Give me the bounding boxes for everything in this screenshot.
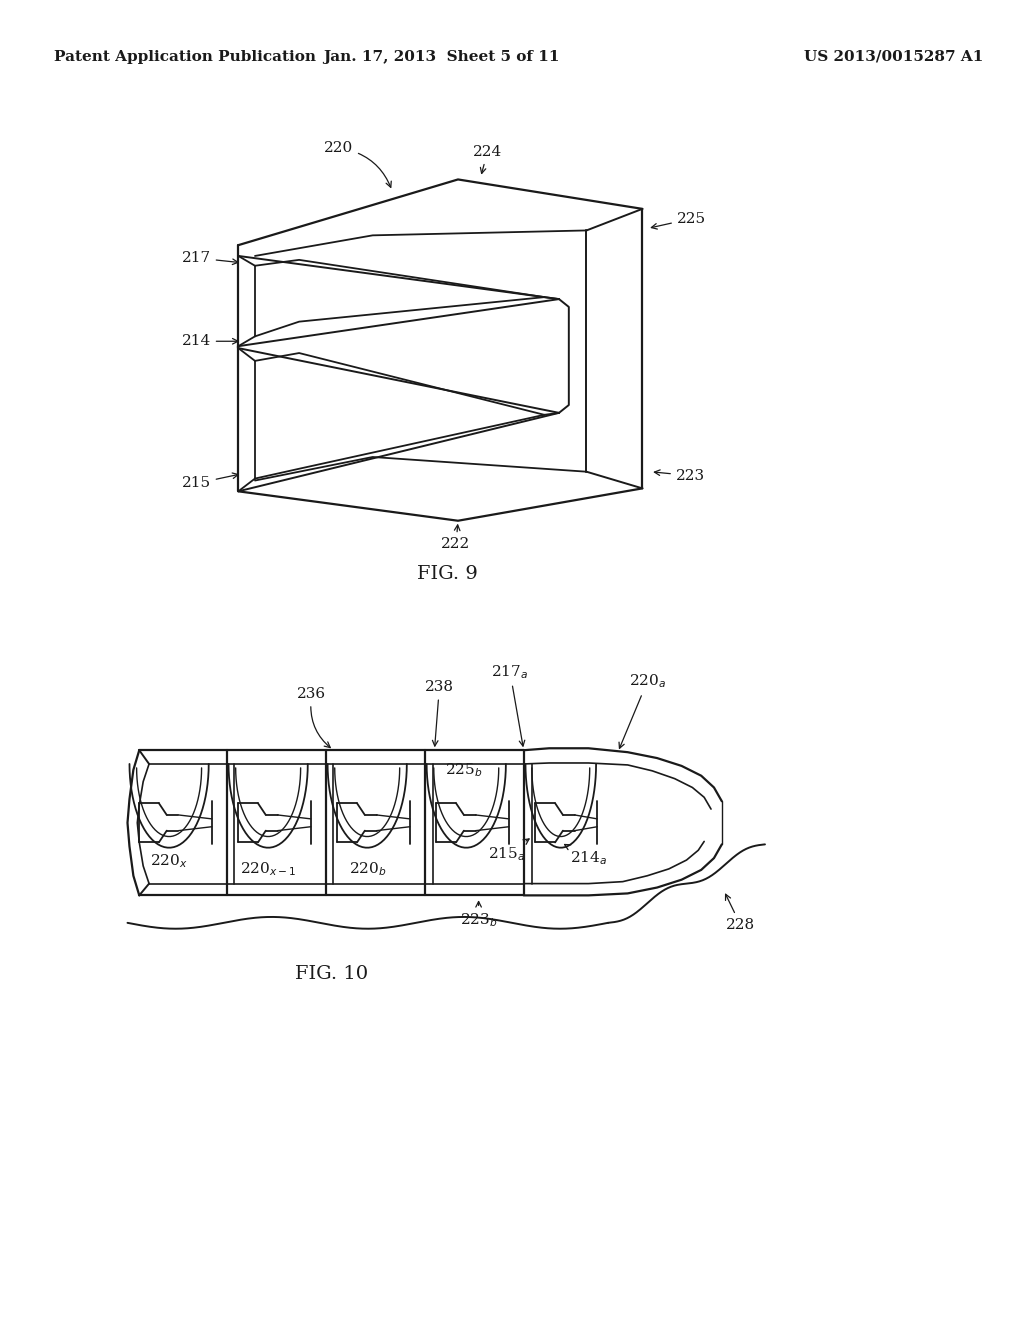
Text: 223$_b$: 223$_b$ (460, 902, 498, 929)
Text: 217: 217 (181, 251, 239, 265)
Text: 224: 224 (473, 145, 502, 173)
Text: FIG. 10: FIG. 10 (295, 965, 368, 983)
Text: 220$_b$: 220$_b$ (349, 861, 386, 878)
Text: 225$_b$: 225$_b$ (445, 762, 482, 779)
Text: 220$_x$: 220$_x$ (150, 853, 187, 870)
Text: 223: 223 (654, 469, 705, 483)
Text: 215: 215 (181, 473, 239, 491)
Text: Jan. 17, 2013  Sheet 5 of 11: Jan. 17, 2013 Sheet 5 of 11 (324, 50, 559, 63)
Text: Patent Application Publication: Patent Application Publication (54, 50, 316, 63)
Text: 220: 220 (324, 141, 391, 187)
Text: 228: 228 (726, 894, 755, 932)
Text: 238: 238 (425, 681, 454, 746)
Text: US 2013/0015287 A1: US 2013/0015287 A1 (804, 50, 984, 63)
Text: 236: 236 (297, 688, 330, 747)
Text: 217$_a$: 217$_a$ (492, 663, 528, 746)
Text: 222: 222 (441, 525, 471, 552)
Text: 214: 214 (181, 334, 238, 348)
Text: 215$_a$: 215$_a$ (488, 840, 529, 863)
Text: 220$_{x-1}$: 220$_{x-1}$ (240, 861, 296, 878)
Text: 214$_a$: 214$_a$ (564, 845, 607, 867)
Text: 220$_a$: 220$_a$ (620, 673, 666, 748)
Text: FIG. 9: FIG. 9 (417, 565, 477, 582)
Text: 225: 225 (651, 211, 706, 230)
